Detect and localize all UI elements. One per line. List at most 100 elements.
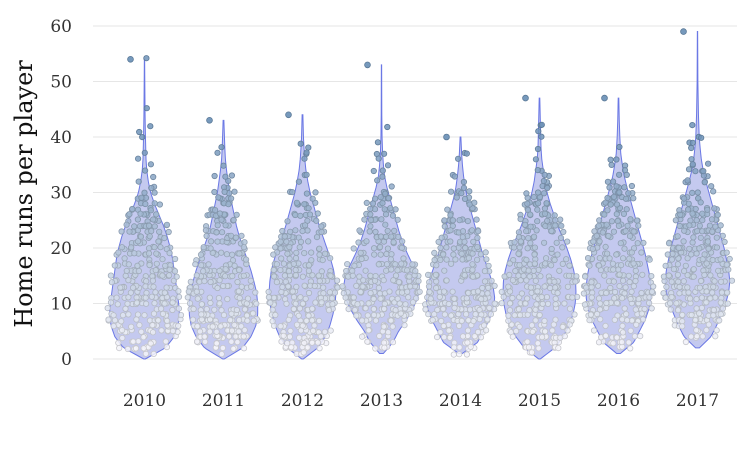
point-2012 <box>288 344 295 351</box>
point-2015 <box>538 333 546 341</box>
point-2016 <box>589 245 596 252</box>
point-2014 <box>425 283 433 290</box>
point-2015 <box>506 307 514 314</box>
point-2017 <box>679 323 686 330</box>
point-2010 <box>124 300 131 307</box>
point-2016 <box>621 245 628 252</box>
point-2013 <box>367 272 374 279</box>
point-2015 <box>532 317 539 324</box>
point-2015 <box>534 145 542 153</box>
point-2011 <box>240 345 248 352</box>
point-2011 <box>219 344 226 352</box>
point-2012 <box>292 271 299 279</box>
point-2010 <box>142 350 149 357</box>
point-2013 <box>369 200 376 207</box>
point-2010 <box>165 228 172 236</box>
point-2010 <box>163 343 170 351</box>
point-2011 <box>227 232 235 239</box>
point-2014 <box>434 306 441 313</box>
point-2011 <box>213 229 220 236</box>
point-2016 <box>596 306 604 313</box>
point-2014 <box>449 288 456 295</box>
point-2014 <box>473 216 480 223</box>
point-2013 <box>375 261 382 268</box>
point-2013 <box>381 344 388 351</box>
point-2011 <box>243 256 250 263</box>
point-2016 <box>631 333 639 340</box>
point-2010 <box>150 350 157 357</box>
point-2011 <box>189 316 197 323</box>
point-2010 <box>155 238 162 245</box>
point-2017 <box>689 239 696 246</box>
point-2012 <box>270 294 278 301</box>
point-2012 <box>333 277 341 284</box>
point-2010 <box>116 344 123 352</box>
point-2013 <box>367 216 375 224</box>
point-2010 <box>137 210 144 217</box>
point-2010 <box>130 284 137 291</box>
point-2013 <box>409 299 417 306</box>
y-tick-40: 40 <box>50 128 72 148</box>
point-2012 <box>309 305 316 312</box>
point-2012 <box>301 250 308 257</box>
point-2010 <box>135 338 142 345</box>
point-2013 <box>384 162 392 169</box>
point-2016 <box>609 260 617 267</box>
point-2010 <box>158 305 165 312</box>
point-2014 <box>488 277 495 284</box>
point-2017 <box>717 278 725 285</box>
point-2017 <box>709 289 716 296</box>
point-2012 <box>269 318 276 325</box>
point-2016 <box>597 316 604 323</box>
point-2012 <box>273 261 280 268</box>
point-2014 <box>476 316 483 323</box>
point-2012 <box>320 284 327 291</box>
point-2013 <box>392 261 399 268</box>
point-2017 <box>704 206 711 213</box>
point-2013 <box>382 233 390 240</box>
point-2012 <box>313 217 320 224</box>
point-2015 <box>516 323 523 330</box>
point-2012 <box>296 244 303 251</box>
point-2016 <box>602 322 609 329</box>
point-2013 <box>383 250 390 258</box>
point-2017 <box>679 318 686 325</box>
point-2012 <box>287 327 294 334</box>
point-2017 <box>710 306 718 314</box>
point-2012 <box>315 317 323 324</box>
point-2014 <box>440 334 448 341</box>
point-2015 <box>566 321 573 328</box>
point-2017 <box>699 228 706 235</box>
x-tick-2017: 2017 <box>676 391 719 411</box>
point-max-2015 <box>522 94 529 102</box>
point-2014 <box>484 290 491 297</box>
point-2013 <box>367 223 374 230</box>
point-2011 <box>236 250 243 257</box>
point-2011 <box>208 238 215 245</box>
point-2010 <box>141 312 148 319</box>
point-2015 <box>538 133 545 140</box>
point-2014 <box>447 227 454 234</box>
point-2011 <box>193 288 200 295</box>
point-2014 <box>471 333 478 340</box>
point-2011 <box>228 327 236 334</box>
point-2011 <box>228 172 235 179</box>
point-2017 <box>680 267 688 275</box>
point-2015 <box>527 284 535 291</box>
point-2017 <box>721 238 728 245</box>
point-2017 <box>688 156 695 163</box>
point-2017 <box>662 262 669 269</box>
point-2017 <box>709 256 716 264</box>
point-2012 <box>283 300 290 307</box>
point-2010 <box>113 294 120 301</box>
point-2010 <box>143 300 150 307</box>
point-2011 <box>211 188 218 196</box>
point-2017 <box>713 234 720 241</box>
point-2014 <box>447 238 454 245</box>
point-2013 <box>367 211 374 218</box>
point-2015 <box>532 156 540 163</box>
point-2013 <box>400 255 407 262</box>
point-2017 <box>701 251 708 258</box>
point-2011 <box>233 306 240 314</box>
point-2016 <box>641 305 648 313</box>
